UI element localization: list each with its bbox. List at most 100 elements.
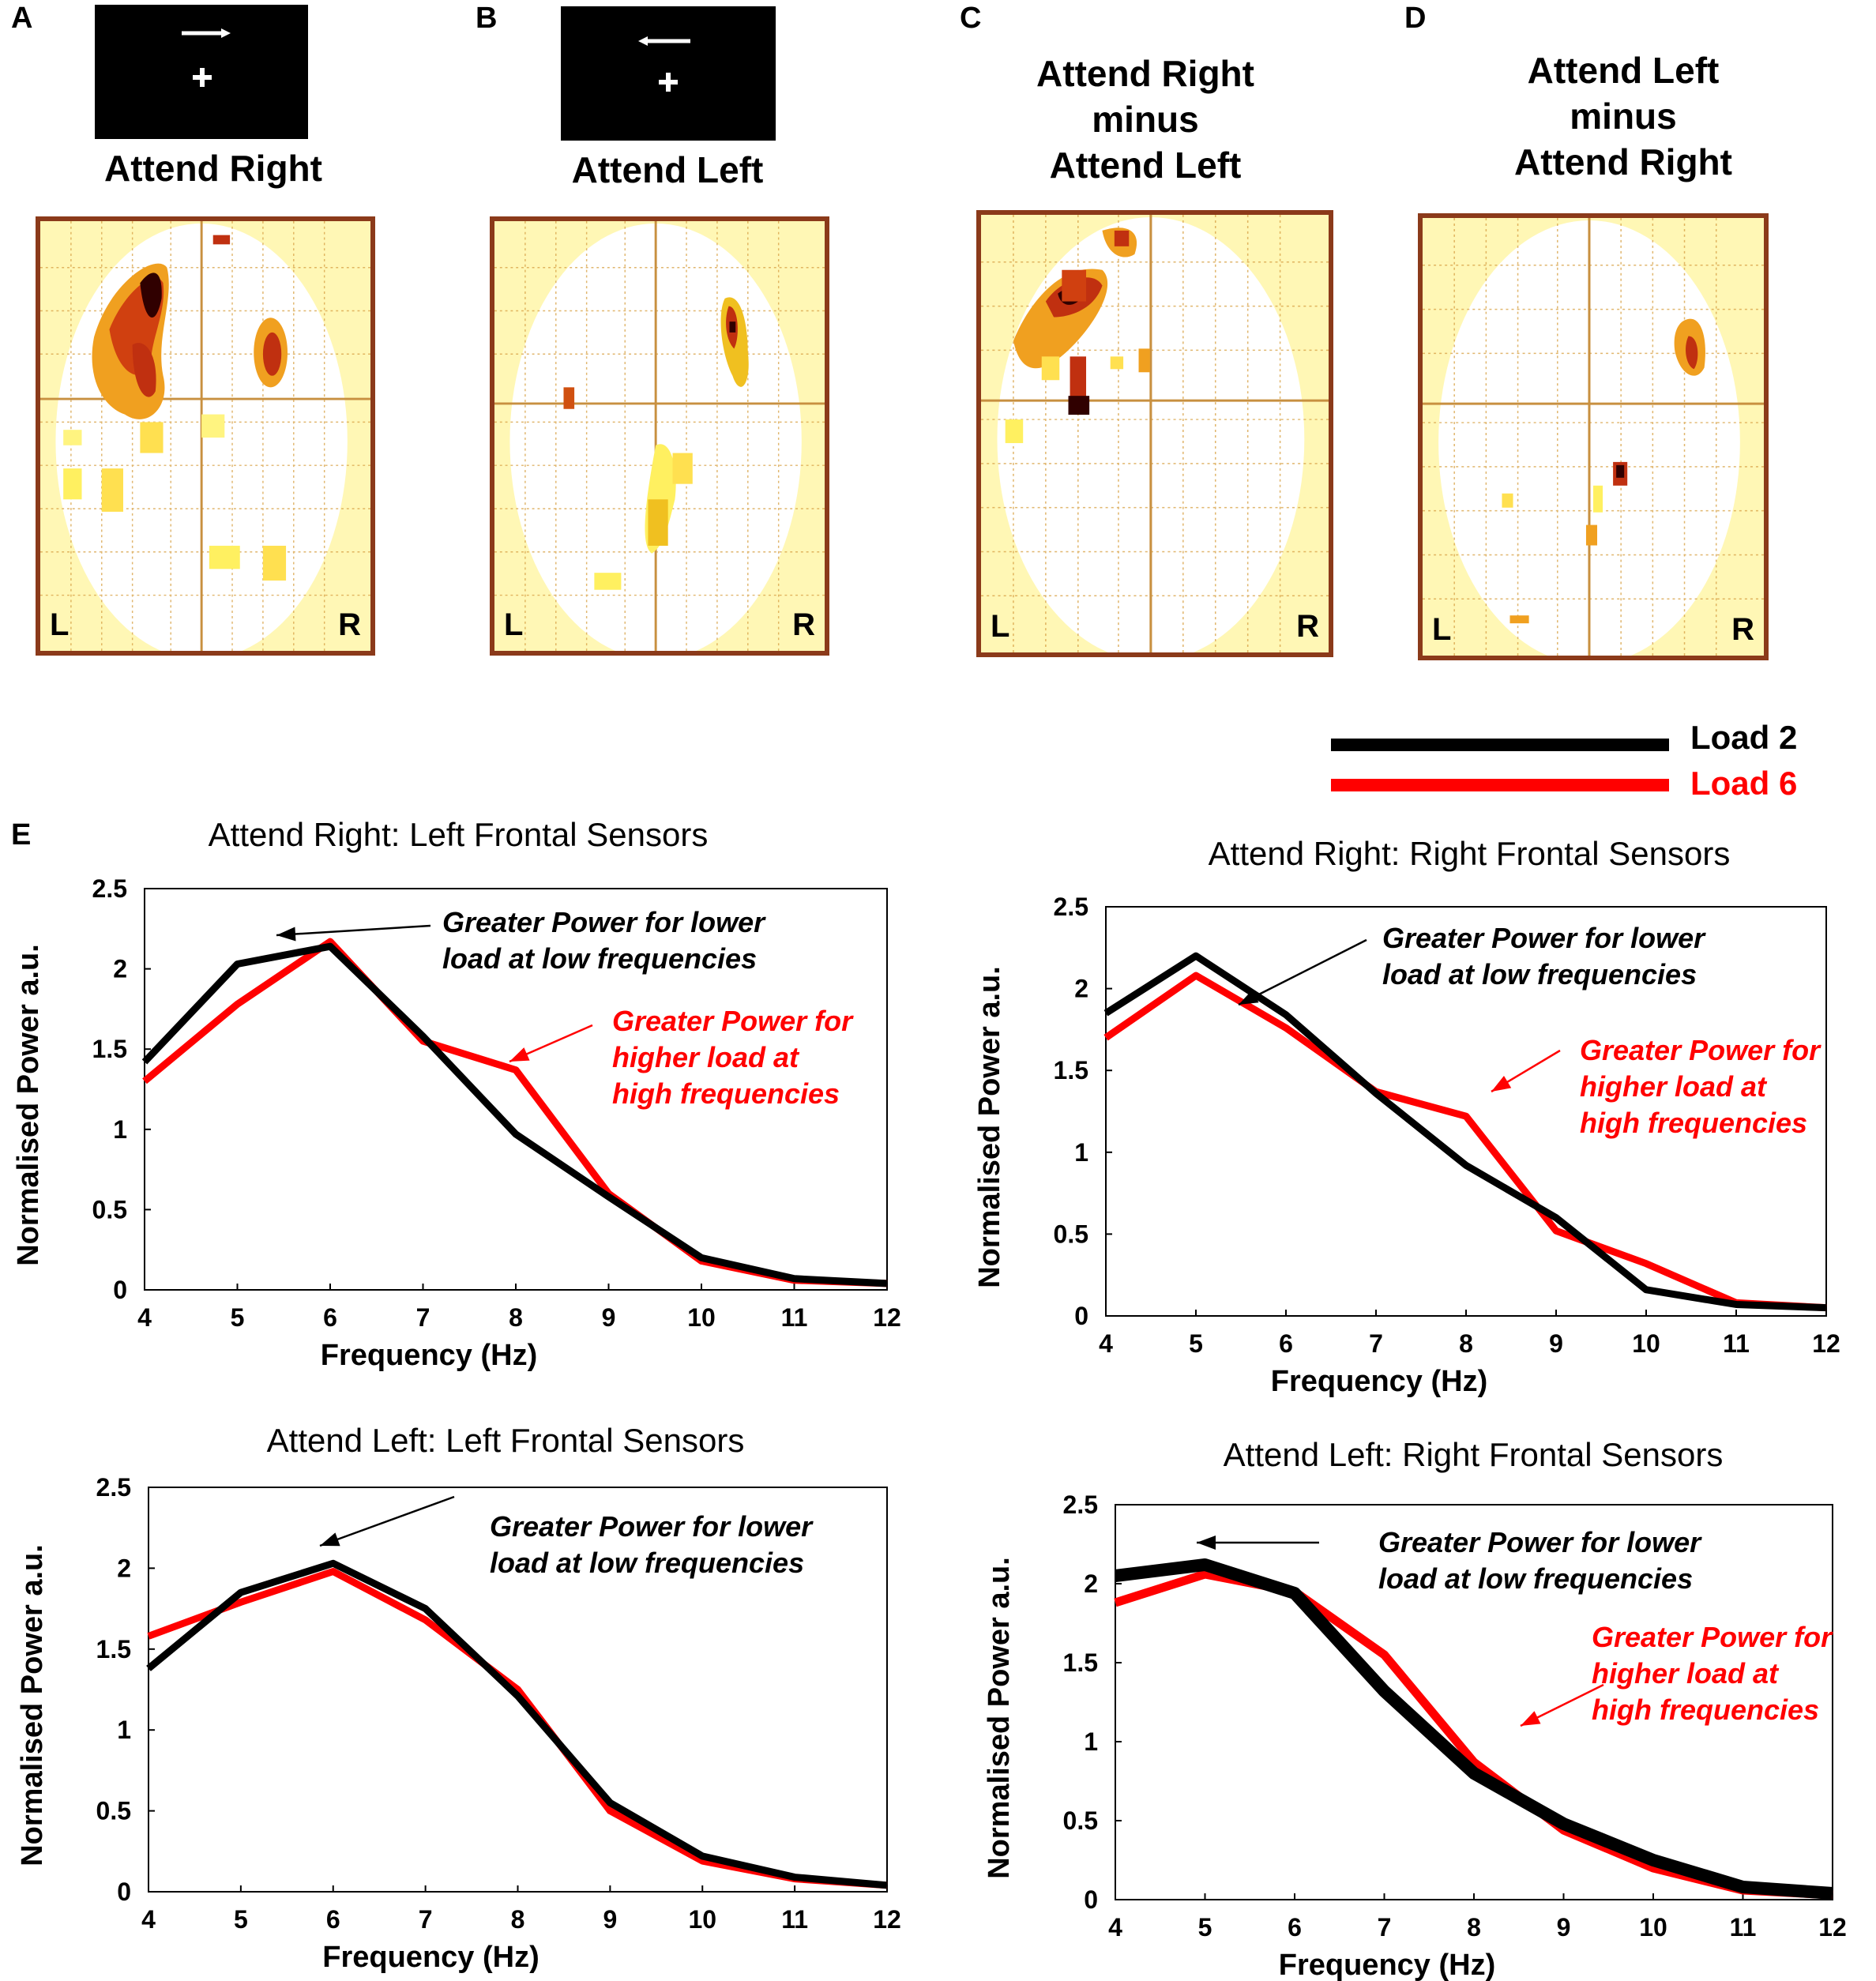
chart-1-title: Attend Right: Left Frontal Sensors: [208, 816, 709, 853]
annotation-arrow: [1238, 938, 1367, 1006]
x-tick-label: 6: [1279, 1329, 1293, 1358]
x-tick-label: 9: [1557, 1913, 1571, 1942]
x-tick-label: 12: [1818, 1913, 1847, 1942]
x-tick-label: 10: [1632, 1329, 1660, 1358]
glass-brain-a: L R: [36, 216, 375, 656]
glass-brain-d: L R: [1418, 213, 1769, 660]
y-tick-label: 2: [113, 955, 127, 983]
series-line-load-2: [141, 942, 888, 1287]
annotation-text: Greater Power for lower: [442, 906, 766, 938]
x-tick-label: 8: [1459, 1329, 1473, 1358]
line-chart-attend-right-left-frontal: 4 5 6 7 8 9 10 11 12 0 0.5 1 1.5 2 2.5 Frequency (Hz) No…: [12, 874, 901, 1372]
x-tick-label: 5: [1198, 1913, 1212, 1942]
x-tick-label: 10: [687, 1303, 716, 1332]
chart-4-title: Attend Left: Right Frontal Sensors: [1223, 1436, 1724, 1473]
panel-letter-e: E: [11, 818, 32, 851]
annotation-text: Greater Power for lower: [490, 1510, 814, 1543]
brain-a-right-label: R: [338, 607, 361, 642]
x-tick-label: 8: [1467, 1913, 1481, 1942]
x-tick-label: 8: [511, 1905, 525, 1934]
y-tick-label: 0: [113, 1276, 127, 1304]
right-arrow-icon: [182, 28, 231, 87]
annotation-text: Greater Power for: [612, 1005, 854, 1037]
y-tick-label: 0: [117, 1878, 131, 1906]
annotation-text: load at low frequencies: [442, 942, 757, 975]
x-tick-label: 6: [323, 1303, 337, 1332]
x-tick-label: 9: [602, 1303, 616, 1332]
x-tick-label: 4: [1108, 1913, 1122, 1942]
x-tick-label: 11: [781, 1905, 808, 1934]
y-tick-label: 2.5: [92, 874, 127, 903]
stimulus-attend-right: [95, 5, 308, 139]
annotation-text: load at low frequencies: [1378, 1562, 1693, 1595]
x-tick-label: 5: [234, 1905, 248, 1934]
x-tick-label: 12: [873, 1905, 901, 1934]
x-tick-label: 12: [1812, 1329, 1840, 1358]
series-line-load-6: [1103, 972, 1827, 1312]
glass-brain-c: L R: [976, 210, 1333, 657]
annotation-arrowhead: [320, 1532, 340, 1547]
x-tick-label: 5: [1189, 1329, 1203, 1358]
annotation-text: high frequencies: [612, 1077, 840, 1110]
y-tick-label: 2: [1084, 1569, 1098, 1598]
x-tick-label: 5: [231, 1303, 245, 1332]
annotation-text: higher load at: [612, 1041, 800, 1073]
x-tick-label: 4: [137, 1303, 152, 1332]
panel-b-title: Attend Left: [525, 147, 810, 193]
panel-c-title-line-3: Attend Left: [1049, 145, 1242, 186]
x-axis-label: Frequency (Hz): [1279, 1949, 1495, 1981]
y-axis-label: Normalised Power a.u.: [12, 944, 45, 1266]
brain-c-left-label: L: [991, 609, 1010, 644]
panel-letter-c: C: [960, 2, 982, 35]
y-tick-label: 0.5: [1054, 1220, 1088, 1248]
legend-label-load2: Load 2: [1690, 719, 1798, 756]
y-tick-label: 1.5: [1063, 1648, 1098, 1677]
brain-c-right-label: R: [1296, 609, 1319, 644]
annotation-arrow: [319, 1495, 455, 1547]
annotation-text: Greater Power for lower: [1378, 1526, 1702, 1558]
series-line-load-2: [146, 1559, 888, 1889]
panel-d-title-line-1: Attend Left: [1527, 50, 1720, 91]
x-tick-label: 8: [509, 1303, 523, 1332]
x-tick-label: 4: [141, 1905, 156, 1934]
x-tick-label: 9: [603, 1905, 617, 1934]
panel-d-title-line-2: minus: [1570, 96, 1677, 137]
panel-letter-a: A: [11, 2, 33, 35]
panel-letter-b: B: [476, 2, 498, 35]
annotation-text: higher load at: [1592, 1657, 1780, 1690]
line-chart-attend-left-right-frontal: 4 5 6 7 8 9 10 11 12 0 0.5 1 1.5 2 2.5 Frequency (Hz) No…: [983, 1490, 1847, 1981]
panel-b-title-line: Attend Left: [571, 149, 764, 190]
x-axis-label: Frequency (Hz): [322, 1941, 539, 1974]
x-tick-label: 7: [1369, 1329, 1383, 1358]
brain-d-left-label: L: [1432, 612, 1452, 647]
legend-label-load6: Load 6: [1690, 765, 1798, 802]
annotation-arrowhead: [1239, 990, 1259, 1005]
x-tick-label: 6: [1288, 1913, 1302, 1942]
y-tick-label: 1.5: [92, 1035, 127, 1063]
y-tick-label: 2: [117, 1554, 131, 1582]
x-tick-label: 10: [688, 1905, 716, 1934]
y-tick-label: 1: [113, 1115, 127, 1144]
x-tick-label: 7: [419, 1905, 433, 1934]
y-tick-label: 1.5: [1054, 1056, 1088, 1084]
y-axis-label: Normalised Power a.u.: [983, 1557, 1016, 1879]
series-line-load-2: [1103, 952, 1827, 1312]
y-axis-label: Normalised Power a.u.: [973, 966, 1006, 1288]
annotation-text: Greater Power for: [1592, 1621, 1833, 1653]
x-tick-label: 11: [1723, 1329, 1750, 1358]
x-tick-label: 7: [1378, 1913, 1392, 1942]
chart-3-title: Attend Left: Left Frontal Sensors: [266, 1422, 745, 1459]
glass-brain-b: L R: [490, 216, 829, 656]
panel-c-title-line-2: minus: [1092, 99, 1199, 140]
y-tick-label: 0.5: [92, 1195, 127, 1224]
panel-letter-d: D: [1404, 2, 1427, 35]
brain-b-right-label: R: [792, 607, 815, 642]
panel-d-title: Attend Left minus Attend Right: [1481, 47, 1765, 185]
y-tick-label: 1: [117, 1716, 131, 1744]
annotation-arrowhead: [1521, 1711, 1541, 1726]
y-tick-label: 0: [1074, 1302, 1088, 1330]
series-line-load-2: [1115, 1558, 1833, 1900]
x-tick-label: 6: [326, 1905, 340, 1934]
x-tick-label: 10: [1639, 1913, 1667, 1942]
y-tick-label: 2.5: [96, 1473, 131, 1502]
